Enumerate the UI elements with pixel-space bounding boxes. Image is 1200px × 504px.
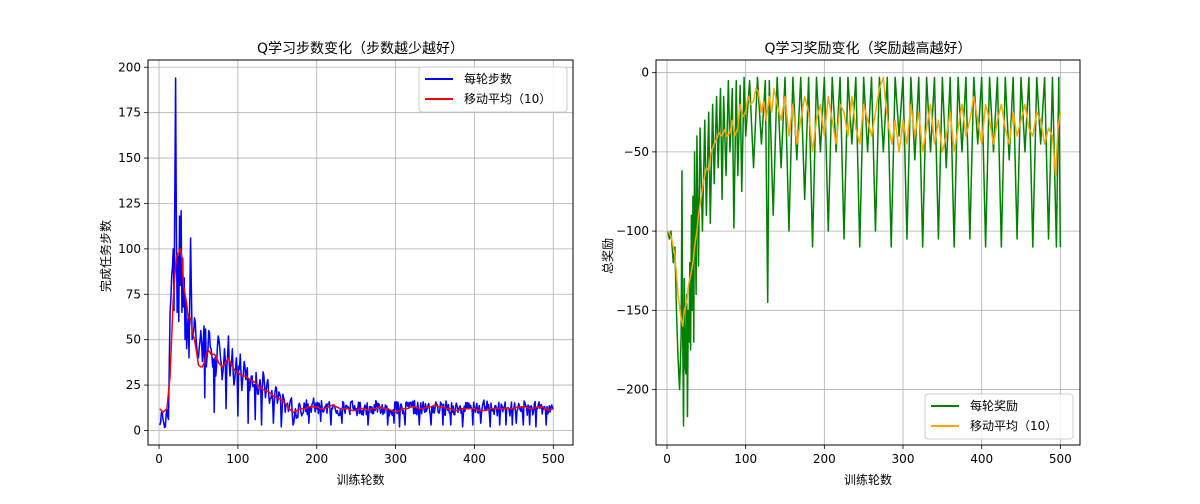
legend-box: [418, 66, 568, 113]
series-line-0: [667, 76, 1062, 427]
legend-label: 每轮步数: [464, 71, 512, 86]
x-axis-title: 训练轮数: [336, 472, 384, 487]
y-tick-label: 0: [133, 423, 141, 437]
y-tick-label: −50: [624, 145, 649, 159]
grid: [148, 60, 573, 445]
x-tick-label: 100: [734, 452, 757, 466]
chart-title: Q学习步数变化（步数越少越好）: [257, 41, 464, 57]
y-axis-title: 完成任务步数: [98, 220, 113, 292]
series-line-0: [159, 77, 554, 429]
ticks: 0 100 200 300 400 500 −200 −150 −100 −50 0: [616, 66, 1072, 466]
reward-chart: Q学习奖励变化（奖励越高越好） 训练轮数 总奖励 0 100 200 300 400 50…: [601, 40, 1081, 487]
x-tick-label: 100: [226, 452, 249, 466]
y-tick-label: 0: [641, 66, 649, 80]
y-tick-label: −100: [616, 224, 649, 238]
x-tick-label: 0: [663, 452, 671, 466]
plot-area: [667, 76, 1062, 427]
y-tick-label: 75: [126, 287, 141, 301]
legend-box: [924, 393, 1074, 440]
y-tick-label: 150: [118, 151, 141, 165]
series-line-1: [667, 76, 1062, 327]
y-tick-label: −200: [616, 383, 649, 397]
y-tick-label: 25: [126, 378, 141, 392]
x-tick-label: 400: [463, 452, 486, 466]
x-tick-label: 300: [892, 452, 915, 466]
y-tick-label: −150: [616, 303, 649, 317]
y-tick-label: 125: [118, 196, 141, 210]
y-tick-label: 175: [118, 106, 141, 120]
chart-title: Q学习奖励变化（奖励越高越好）: [764, 40, 971, 57]
x-tick-label: 200: [305, 452, 328, 466]
x-tick-label: 500: [1049, 452, 1072, 466]
axes-frame: [147, 59, 574, 446]
y-tick-label: 50: [126, 333, 141, 347]
axes-frame: [655, 59, 1081, 446]
x-tick-label: 200: [813, 452, 836, 466]
legend-label: 移动平均（10）: [464, 92, 551, 106]
y-tick-label: 100: [118, 242, 141, 256]
x-axis-title: 训练轮数: [844, 472, 892, 487]
y-tick-label: 200: [118, 60, 141, 74]
legend-label: 移动平均（10）: [970, 419, 1057, 433]
legend-label: 每轮奖励: [970, 398, 1018, 413]
series-line-1: [159, 248, 554, 414]
x-tick-label: 0: [155, 452, 163, 466]
x-tick-label: 500: [542, 452, 565, 466]
ticks: 0 100 200 300 400 500 0 25 50 75 100 125 150 175 200: [118, 60, 565, 466]
y-axis-title: 总奖励: [601, 238, 615, 274]
x-tick-label: 400: [970, 452, 993, 466]
steps-chart: Q学习步数变化（步数越少越好） 训练轮数 完成任务步数 0 100 200 300 40…: [98, 41, 574, 487]
plot-area: [159, 77, 554, 429]
x-tick-label: 300: [384, 452, 407, 466]
